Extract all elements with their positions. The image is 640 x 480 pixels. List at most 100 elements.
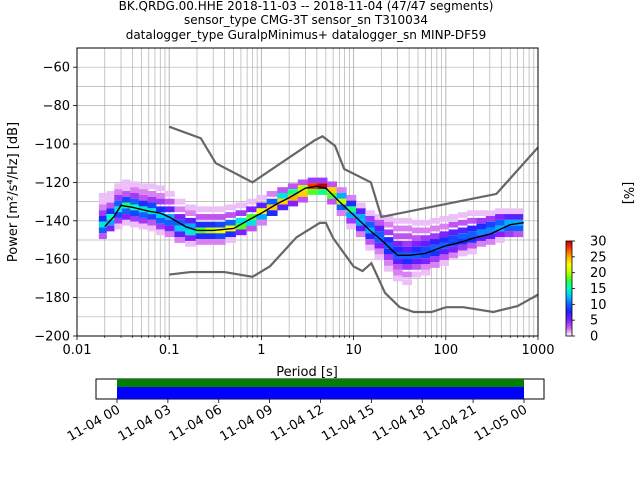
density-cell: [374, 219, 385, 226]
density-cell: [485, 216, 496, 222]
density-cell: [457, 219, 468, 226]
density-cell: [246, 198, 257, 205]
density-cell: [256, 214, 267, 220]
density-cell: [164, 191, 175, 197]
density-cell: [504, 219, 514, 226]
density-cell: [402, 240, 413, 247]
density-cell: [420, 227, 431, 234]
density-cell: [114, 212, 123, 218]
density-cell: [420, 240, 431, 247]
density-cell: [106, 196, 115, 203]
noise-models: [168, 125, 538, 314]
density-cells: [98, 177, 524, 286]
density-cell: [402, 217, 413, 224]
density-cell: [476, 240, 487, 247]
density-cell: [513, 219, 524, 226]
y-tick-label: −160: [34, 253, 70, 268]
density-cell: [513, 225, 524, 232]
density-cell: [420, 219, 431, 226]
density-cell: [225, 212, 236, 218]
density-cell: [138, 194, 148, 201]
density-cell: [393, 233, 403, 240]
density-cell: [457, 244, 468, 251]
density-cell: [225, 237, 236, 243]
density-cell: [185, 210, 196, 216]
density-cell: [411, 258, 422, 264]
density-cell: [383, 221, 394, 228]
density-cell: [256, 194, 267, 201]
density-cell: [138, 200, 148, 207]
density-cell: [317, 177, 328, 184]
density-cell: [420, 252, 431, 259]
density-cell: [327, 192, 337, 199]
density-cell: [98, 198, 107, 205]
density-cell: [420, 269, 431, 276]
density-cell: [374, 214, 385, 220]
x-tick-label: 10: [345, 343, 362, 358]
density-cell: [147, 219, 157, 226]
density-cell: [383, 242, 394, 249]
density-cell: [430, 256, 440, 263]
density-cell: [130, 192, 140, 199]
density-cell: [297, 191, 308, 197]
density-cell: [420, 258, 431, 264]
density-cell: [476, 229, 487, 236]
density-cell: [346, 194, 357, 201]
density-cell: [174, 231, 186, 238]
density-cell: [225, 231, 236, 238]
density-cell: [185, 235, 196, 241]
density-cell: [457, 233, 468, 240]
density-cell: [215, 214, 226, 220]
colorbar-tick-label: 10: [590, 298, 607, 313]
colorbar: [565, 240, 573, 337]
density-cell: [476, 210, 487, 216]
density-cell: [256, 202, 267, 209]
density-cell: [393, 258, 403, 264]
density-cell: [346, 212, 357, 218]
density-cell: [246, 219, 257, 226]
density-cell: [420, 235, 431, 241]
density-cell: [448, 235, 459, 241]
density-cell: [156, 223, 166, 230]
density-cell: [122, 196, 131, 203]
density-cell: [457, 227, 468, 234]
density-cell: [374, 248, 385, 255]
density-cell: [448, 214, 459, 220]
density-cell: [156, 192, 166, 199]
y-axis-ticks: −200 −180 −160 −140 −120 −100 −80 −60: [34, 61, 77, 345]
density-cell: [467, 217, 477, 224]
density-cell: [307, 189, 318, 195]
density-cell: [195, 214, 206, 220]
density-cell: [106, 202, 115, 209]
density-cell: [256, 208, 267, 215]
density-cell: [411, 240, 422, 247]
density-cell: [411, 235, 422, 241]
density-cell: [513, 208, 524, 215]
density-cell: [430, 225, 440, 232]
colorbar-label: [%]: [620, 182, 635, 205]
colorbar-tick-label: 15: [590, 282, 607, 297]
density-cell: [246, 206, 257, 213]
density-cell: [504, 225, 514, 232]
high-noise-model-line: [168, 125, 538, 219]
density-cell: [185, 223, 196, 230]
density-cell: [476, 217, 487, 224]
density-cell: [122, 191, 131, 197]
density-cell: [485, 227, 496, 234]
density-cell: [383, 260, 394, 266]
density-cell: [195, 233, 206, 240]
density-cell: [430, 262, 440, 268]
density-cell: [430, 217, 440, 224]
density-cell: [374, 254, 385, 261]
density-cell: [365, 239, 375, 245]
density-cell: [114, 189, 123, 195]
density-cell: [365, 233, 375, 240]
density-cell: [147, 191, 157, 197]
density-cell: [439, 231, 449, 238]
density-cell: [98, 204, 107, 211]
density-cell: [495, 237, 505, 243]
density-cell: [156, 217, 166, 224]
density-cell: [156, 212, 166, 218]
colorbar-tick-label: 20: [590, 266, 607, 281]
density-cell: [235, 210, 247, 216]
